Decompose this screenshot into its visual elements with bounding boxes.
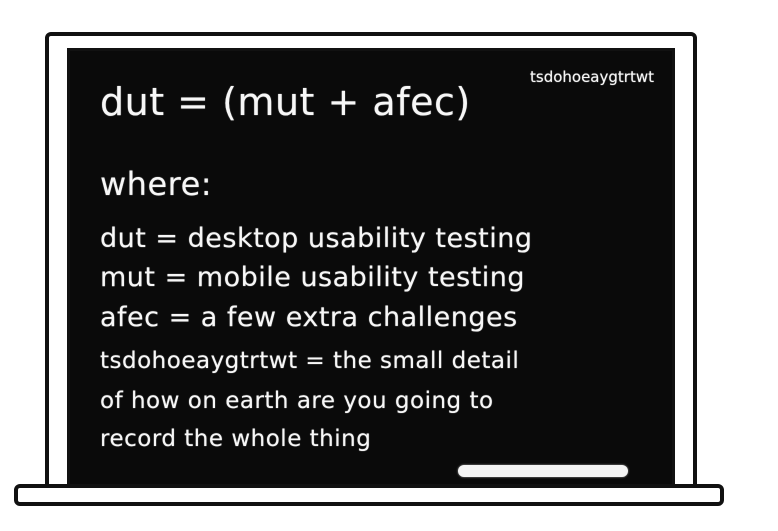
chalkboard-frame	[45, 32, 697, 488]
chalk-stick-icon	[458, 465, 628, 477]
note-line-3: record the whole thing	[100, 426, 372, 452]
where-label: where:	[100, 165, 213, 203]
chalkboard-surface	[67, 48, 675, 484]
definition-dut: dut = desktop usability testing	[100, 223, 533, 254]
chalk-ledge	[14, 484, 724, 506]
definition-mut: mut = mobile usability testing	[100, 262, 526, 293]
definition-afec: afec = a few extra challenges	[100, 302, 518, 333]
formula-text: dut = (mut + afec)	[100, 80, 471, 124]
formula-exponent: tsdohoeaygtrtwt	[530, 68, 654, 86]
note-line-2: of how on earth are you going to	[100, 388, 494, 414]
note-line-1: tsdohoeaygtrtwt = the small detail	[100, 348, 520, 374]
